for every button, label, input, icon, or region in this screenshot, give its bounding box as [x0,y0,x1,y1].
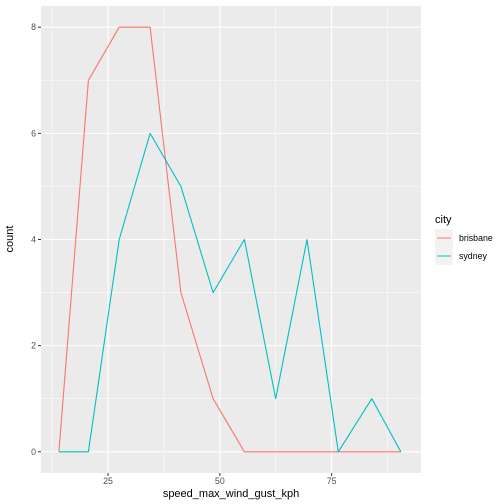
series-line-brisbane [58,26,401,453]
y-tick-label: 8 [31,22,36,32]
y-tick-label: 2 [31,341,36,351]
series-line-sydney [58,132,402,453]
legend-label-brisbane: brisbane [459,233,493,243]
series-layer [58,26,402,453]
y-axis-title: count [4,226,16,253]
legend-title: city [435,214,452,226]
x-axis-title: speed_max_wind_gust_kph [163,488,299,500]
x-tick-label: 50 [215,476,225,486]
legend-label-sydney: sydney [459,251,487,261]
legend: city brisbane sydney [435,214,493,265]
axis-ticks [38,26,333,476]
tick-labels: 25 50 75 0 2 4 6 8 [31,22,336,486]
grid-major [41,6,421,473]
y-tick-label: 0 [31,447,36,457]
y-tick-label: 6 [31,128,36,138]
x-tick-label: 25 [103,476,113,486]
y-tick-label: 4 [31,235,36,245]
x-tick-label: 75 [327,476,337,486]
